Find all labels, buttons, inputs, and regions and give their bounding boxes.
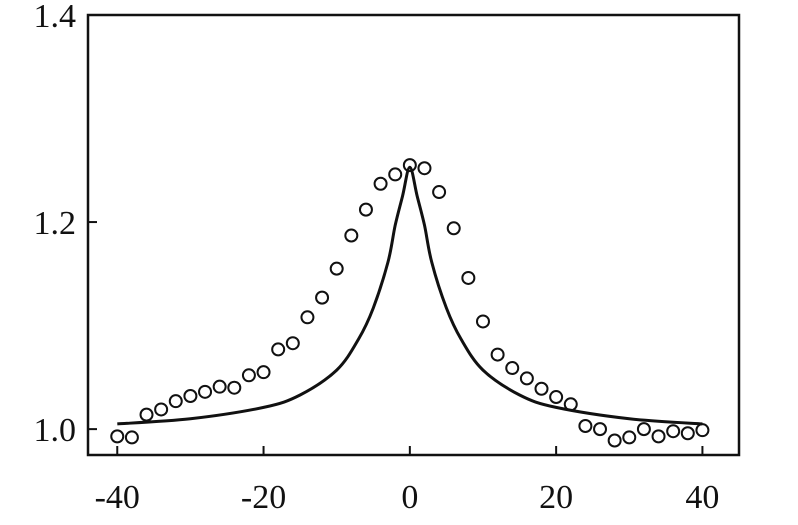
data-point bbox=[183, 388, 198, 403]
data-point bbox=[505, 361, 520, 376]
data-point bbox=[300, 310, 315, 325]
data-point bbox=[549, 390, 564, 405]
y-tick-label: 1.0 bbox=[34, 412, 77, 449]
data-point bbox=[651, 429, 666, 444]
data-point bbox=[388, 167, 403, 182]
data-point bbox=[636, 422, 651, 437]
data-point bbox=[607, 433, 622, 448]
x-tick-label: -40 bbox=[95, 479, 140, 516]
data-point bbox=[168, 394, 183, 409]
data-point bbox=[373, 176, 388, 191]
data-point bbox=[198, 384, 213, 399]
data-point bbox=[329, 261, 344, 276]
data-point bbox=[110, 429, 125, 444]
data-points bbox=[110, 158, 710, 448]
data-point bbox=[402, 158, 417, 173]
data-point bbox=[315, 290, 330, 305]
data-point bbox=[271, 342, 286, 357]
data-point bbox=[154, 402, 169, 417]
data-point bbox=[578, 419, 593, 434]
data-point bbox=[124, 430, 139, 445]
data-point bbox=[285, 336, 300, 351]
data-point bbox=[593, 422, 608, 437]
plot-frame bbox=[86, 13, 741, 457]
data-point bbox=[212, 379, 227, 394]
data-point bbox=[622, 430, 637, 445]
data-point bbox=[666, 424, 681, 439]
data-point bbox=[534, 381, 549, 396]
x-tick-label: -20 bbox=[241, 479, 286, 516]
data-point bbox=[475, 314, 490, 329]
data-point bbox=[241, 368, 256, 383]
axes: -40 -20 0 20 40 1.0 1.2 1.4 bbox=[34, 0, 720, 516]
y-tick-label: 1.4 bbox=[34, 0, 77, 35]
data-point bbox=[358, 202, 373, 217]
data-point bbox=[446, 221, 461, 236]
data-point bbox=[563, 397, 578, 412]
model-curve bbox=[117, 165, 703, 426]
data-point bbox=[432, 185, 447, 200]
data-point bbox=[344, 228, 359, 243]
data-point bbox=[417, 161, 432, 176]
x-tick-label: 20 bbox=[539, 479, 573, 516]
data-point bbox=[519, 371, 534, 386]
x-tick-label: 40 bbox=[685, 479, 719, 516]
x-tick-label: 0 bbox=[401, 479, 418, 516]
data-point bbox=[139, 407, 154, 422]
y-tick-label: 1.2 bbox=[34, 205, 77, 242]
data-point bbox=[695, 423, 710, 438]
data-point bbox=[490, 347, 505, 362]
data-point bbox=[227, 380, 242, 395]
data-point bbox=[256, 365, 271, 380]
data-point bbox=[461, 270, 476, 285]
data-point bbox=[680, 426, 695, 441]
